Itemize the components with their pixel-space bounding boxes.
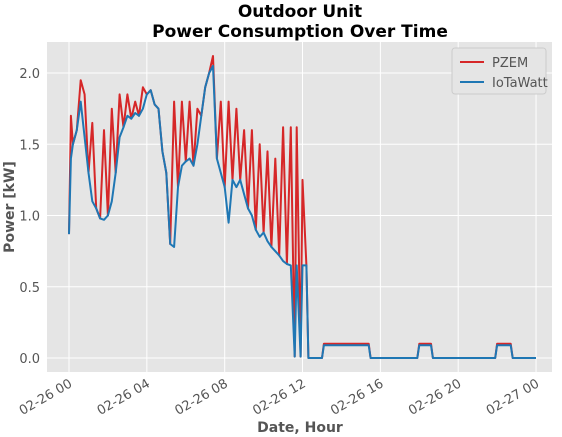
x-tick-label: 02-26 08 [173,376,231,418]
y-tick-label: 0.5 [19,281,40,296]
x-tick-label: 02-26 00 [17,376,75,418]
x-tick-label: 02-26 12 [250,376,308,418]
legend-label: PZEM [492,56,528,71]
x-tick-label: 02-26 20 [406,376,464,418]
y-tick-label: 0.0 [19,352,40,367]
y-tick-label: 1.0 [19,210,40,225]
chart-title: Outdoor Unit [238,2,362,22]
x-tick-label: 02-26 04 [95,376,153,418]
x-tick-label: 02-27 00 [484,376,542,418]
x-tick-label: 02-26 16 [328,376,386,418]
series-line [68,64,536,359]
y-tick-label: 2.0 [19,67,40,82]
y-axis-label: Power [kW] [2,161,18,253]
chart-title: Power Consumption Over Time [152,22,448,42]
x-axis-label: Date, Hour [257,420,343,436]
y-tick-label: 1.5 [19,138,40,153]
legend-label: IoTaWatt [492,76,548,91]
